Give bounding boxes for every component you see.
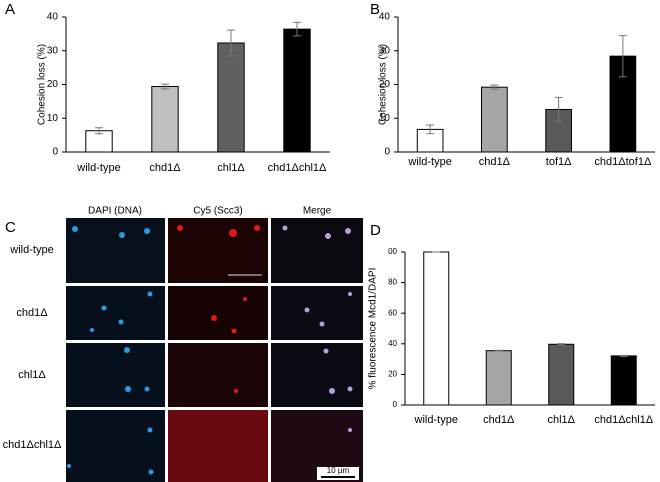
bar — [485, 350, 512, 406]
y-tick-label: 30 — [379, 45, 391, 56]
micrograph — [66, 218, 165, 283]
error-bar — [161, 83, 169, 90]
y-tick-label: 0 — [384, 147, 390, 158]
y-tick-label: 00 — [388, 247, 397, 256]
y-tick-label: 10 — [47, 113, 59, 124]
micrograph — [66, 410, 165, 482]
row-label: chd1Δchl1Δ — [3, 439, 62, 451]
row-label: chd1Δ — [16, 307, 48, 319]
bar — [217, 42, 245, 153]
error-bar — [618, 35, 627, 78]
error-bar — [494, 349, 503, 352]
y-axis-label: Cohesion loss (%) — [378, 44, 389, 125]
column-header: Merge — [303, 206, 332, 217]
micrograph — [168, 218, 268, 283]
y-tick-label: 30 — [47, 45, 59, 56]
y-tick-label: 40 — [379, 12, 391, 23]
error-bar — [619, 354, 628, 357]
merge-spots — [282, 225, 354, 472]
y-tick-label: 20 — [379, 79, 391, 90]
error-bar — [95, 127, 103, 135]
panel-letter: B — [370, 1, 380, 18]
y-axis-label: % fluorescence Mcd1/DAPI — [368, 268, 379, 390]
bar — [283, 28, 311, 153]
y-tick-label: 0 — [52, 147, 58, 158]
x-tick-label: chd1Δ — [149, 162, 181, 174]
panel-letter: A — [5, 1, 15, 18]
y-tick-label: 10 — [379, 113, 391, 124]
cy5-spots — [177, 225, 260, 393]
error-bar — [490, 84, 499, 90]
micrograph-grid: 10 µm — [66, 218, 363, 482]
x-tick-label: chd1Δ — [479, 156, 511, 168]
micrograph — [271, 343, 363, 407]
x-tick-label: wild-type — [407, 156, 451, 168]
bar — [481, 86, 508, 153]
bar — [610, 355, 637, 406]
row-label: chl1Δ — [18, 369, 46, 381]
bar — [548, 343, 575, 406]
y-tick-label: 20 — [388, 370, 397, 379]
error-bar — [557, 343, 566, 346]
x-tick-label: chl1Δ — [217, 162, 245, 174]
micrograph — [168, 343, 268, 407]
x-tick-label: chd1Δchl1Δ — [594, 414, 653, 426]
micrograph — [271, 286, 363, 340]
y-tick-label: 40 — [388, 339, 397, 348]
bar — [151, 86, 179, 153]
y-axis-label: Cohesion loss (%) — [37, 44, 48, 125]
column-header: Cy5 (Scc3) — [193, 206, 242, 217]
micrograph — [168, 410, 268, 482]
x-tick-label: wild-type — [76, 162, 120, 174]
error-bar — [227, 29, 235, 57]
x-tick-label: chd1Δ — [483, 414, 515, 426]
error-bar — [554, 96, 563, 123]
bar — [423, 251, 450, 406]
x-tick-label: chd1Δchl1Δ — [268, 162, 327, 174]
y-tick-label: 60 — [388, 308, 397, 317]
y-tick-label: 20 — [47, 79, 59, 90]
x-tick-label: chl1Δ — [547, 414, 575, 426]
y-tick-label: 40 — [47, 12, 59, 23]
x-tick-label: wild-type — [414, 414, 458, 426]
dapi-spots — [67, 226, 154, 475]
error-bar — [293, 21, 301, 37]
panel-letter: C — [5, 219, 16, 236]
micrograph — [66, 343, 165, 407]
column-header: DAPI (DNA) — [88, 206, 142, 217]
y-tick-label: 80 — [388, 278, 397, 287]
y-tick-label: 0 — [393, 400, 398, 409]
micrograph — [168, 286, 268, 340]
x-tick-label: tof1Δ — [546, 156, 572, 168]
x-tick-label: chd1Δtof1Δ — [594, 156, 652, 168]
panel-letter: D — [370, 222, 381, 239]
row-label: wild-type — [9, 244, 53, 256]
scale-bar-label: 10 µm — [327, 466, 350, 475]
error-bar — [426, 124, 435, 135]
